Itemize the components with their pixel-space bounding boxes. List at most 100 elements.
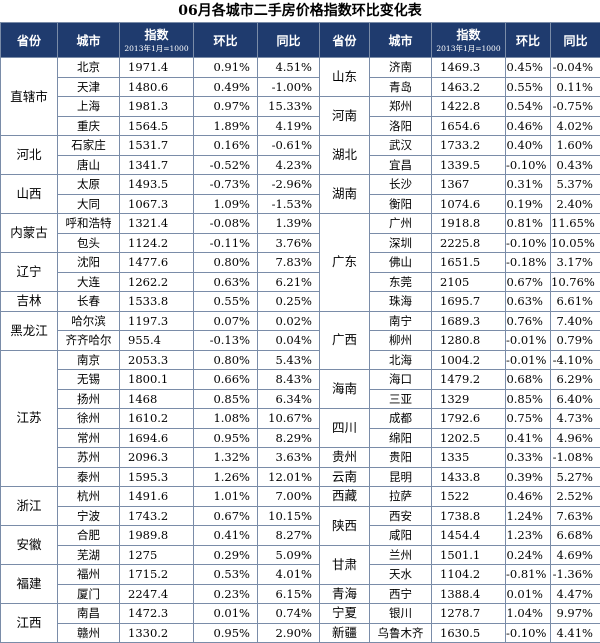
right-yoy-cell: 11.65% xyxy=(551,214,600,234)
left-mom-cell: 0.23% xyxy=(194,584,258,604)
right-index-cell: 1689.3 xyxy=(432,311,506,331)
right-index-cell: 1335 xyxy=(432,448,506,468)
left-index-cell: 955.4 xyxy=(120,331,194,351)
right-yoy-cell: 4.02% xyxy=(551,116,600,136)
right-yoy-cell: -1.36% xyxy=(551,565,600,585)
right-mom-cell: -0.01% xyxy=(506,331,551,351)
right-index-cell: 1104.2 xyxy=(432,565,506,585)
left-city-cell: 杭州 xyxy=(58,487,120,507)
right-yoy-cell: 4.96% xyxy=(551,428,600,448)
right-mom-cell: 0.19% xyxy=(506,194,551,214)
left-mom-cell: 1.32% xyxy=(194,448,258,468)
left-index-cell: 1480.6 xyxy=(120,77,194,97)
left-mom-cell: 0.80% xyxy=(194,350,258,370)
right-city-cell: 衡阳 xyxy=(370,194,432,214)
right-mom-cell: 0.46% xyxy=(506,487,551,507)
right-index-cell: 1280.8 xyxy=(432,331,506,351)
right-city-cell: 银川 xyxy=(370,604,432,624)
right-city-cell: 成都 xyxy=(370,409,432,429)
right-yoy-cell: -1.08% xyxy=(551,448,600,468)
right-province-cell: 海南 xyxy=(320,370,370,409)
left-mom-cell: 1.26% xyxy=(194,467,258,487)
right-yoy-cell: 6.29% xyxy=(551,370,600,390)
left-yoy-cell: 4.01% xyxy=(258,565,320,585)
right-index-cell: 1278.7 xyxy=(432,604,506,624)
right-mom-cell: 1.04% xyxy=(506,604,551,624)
right-city-cell: 海口 xyxy=(370,370,432,390)
left-yoy-cell: 4.23% xyxy=(258,155,320,175)
left-index-cell: 1800.1 xyxy=(120,370,194,390)
right-province-cell: 广西 xyxy=(320,311,370,370)
right-index-cell: 1792.6 xyxy=(432,409,506,429)
right-city-cell: 拉萨 xyxy=(370,487,432,507)
right-province-cell: 云南 xyxy=(320,467,370,487)
right-index-cell: 1367 xyxy=(432,175,506,195)
right-yoy-cell: 2.52% xyxy=(551,487,600,507)
right-index-cell: 1501.1 xyxy=(432,545,506,565)
right-yoy-cell: 9.97% xyxy=(551,604,600,624)
left-yoy-cell: 5.43% xyxy=(258,350,320,370)
right-city-cell: 贵阳 xyxy=(370,448,432,468)
left-city-cell: 南京 xyxy=(58,350,120,370)
right-city-cell: 西宁 xyxy=(370,584,432,604)
right-mom-cell: 0.63% xyxy=(506,292,551,312)
header-mom: 环比 xyxy=(194,23,258,58)
right-city-cell: 洛阳 xyxy=(370,116,432,136)
right-index-cell: 1202.5 xyxy=(432,428,506,448)
left-yoy-cell: 1.39% xyxy=(258,214,320,234)
left-city-cell: 大同 xyxy=(58,194,120,214)
right-yoy-cell: 3.17% xyxy=(551,253,600,273)
left-city-cell: 泰州 xyxy=(58,467,120,487)
left-city-cell: 厦门 xyxy=(58,584,120,604)
right-index-cell: 1654.6 xyxy=(432,116,506,136)
right-mom-cell: 0.81% xyxy=(506,214,551,234)
left-city-cell: 芜湖 xyxy=(58,545,120,565)
left-city-cell: 重庆 xyxy=(58,116,120,136)
left-province-cell: 江苏 xyxy=(1,350,58,487)
left-city-cell: 沈阳 xyxy=(58,253,120,273)
right-province-cell: 山东 xyxy=(320,58,370,97)
left-mom-cell: 1.01% xyxy=(194,487,258,507)
right-mom-cell: 1.23% xyxy=(506,526,551,546)
left-city-cell: 天津 xyxy=(58,77,120,97)
right-mom-cell: -0.10% xyxy=(506,155,551,175)
left-yoy-cell: 8.29% xyxy=(258,428,320,448)
right-city-cell: 东莞 xyxy=(370,272,432,292)
right-city-cell: 柳州 xyxy=(370,331,432,351)
left-mom-cell: 1.89% xyxy=(194,116,258,136)
right-mom-cell: 0.40% xyxy=(506,136,551,156)
right-province-cell: 青海 xyxy=(320,584,370,604)
right-yoy-cell: 4.69% xyxy=(551,545,600,565)
left-mom-cell: 0.97% xyxy=(194,97,258,117)
left-city-cell: 合肥 xyxy=(58,526,120,546)
right-city-cell: 广州 xyxy=(370,214,432,234)
right-index-cell: 1695.7 xyxy=(432,292,506,312)
left-mom-cell: 0.53% xyxy=(194,565,258,585)
left-yoy-cell: 6.15% xyxy=(258,584,320,604)
left-city-cell: 无锡 xyxy=(58,370,120,390)
left-city-cell: 福州 xyxy=(58,565,120,585)
right-yoy-cell: -4.10% xyxy=(551,350,600,370)
left-province-cell: 江西 xyxy=(1,604,58,643)
right-city-cell: 西安 xyxy=(370,506,432,526)
right-mom-cell: 0.67% xyxy=(506,272,551,292)
right-index-cell: 1469.3 xyxy=(432,58,506,78)
header-city: 城市 xyxy=(370,23,432,58)
left-index-cell: 1468 xyxy=(120,389,194,409)
right-index-cell: 2105 xyxy=(432,272,506,292)
left-index-cell: 1715.2 xyxy=(120,565,194,585)
left-mom-cell: 0.55% xyxy=(194,292,258,312)
